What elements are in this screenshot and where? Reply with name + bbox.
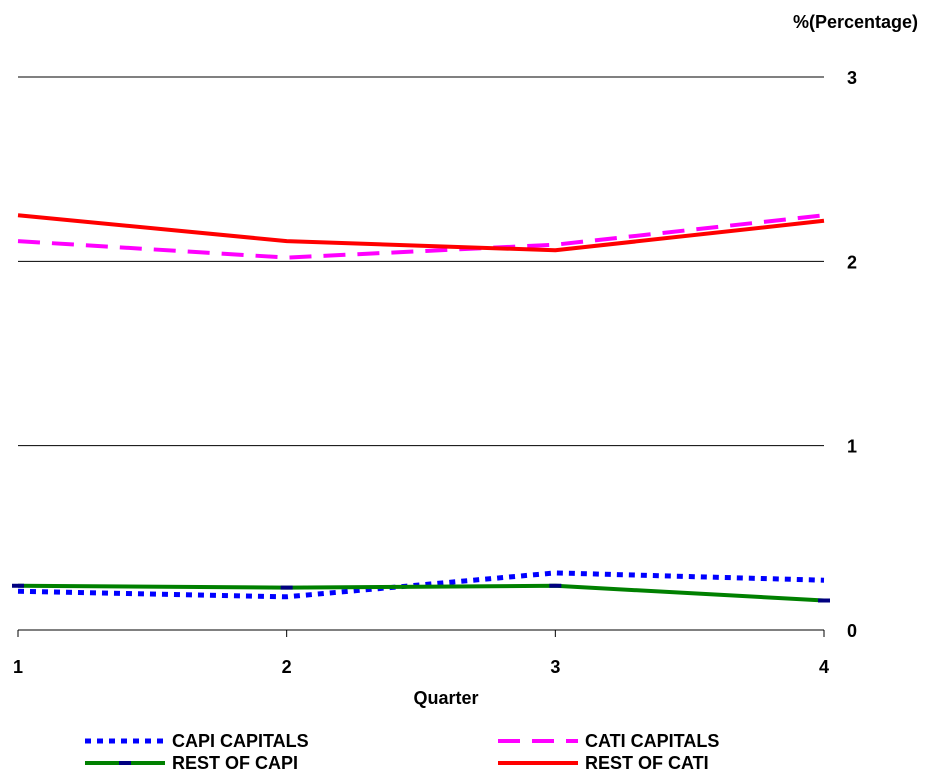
- legend-label-2: REST OF CAPI: [172, 753, 298, 773]
- series-2-marker-3: [818, 598, 830, 603]
- x-axis-title: Quarter: [413, 688, 478, 708]
- x-tick-labels: 1 2 3 4: [13, 657, 829, 677]
- x-ticks: [17, 630, 825, 637]
- gridlines: [18, 76, 824, 447]
- series-2-marker-1: [280, 585, 293, 590]
- series-2-marker-2: [549, 583, 562, 588]
- series-line-2: [17, 583, 825, 603]
- legend-label-3: REST OF CATI: [585, 753, 709, 773]
- legend-label-0: CAPI CAPITALS: [172, 731, 309, 751]
- y-tick-label-3: 3: [847, 68, 857, 88]
- y-tick-label-1: 1: [847, 437, 857, 457]
- series-lines: [12, 213, 830, 603]
- series-line-1: [17, 213, 825, 260]
- x-tick-label-0: 1: [13, 657, 23, 677]
- x-tick-label-2: 3: [550, 657, 560, 677]
- legend-label-1: CATI CAPITALS: [585, 731, 719, 751]
- y-tick-label-0: 0: [847, 621, 857, 641]
- series-line-3: [17, 213, 825, 253]
- series-2-marker-0: [12, 583, 24, 588]
- y-tick-labels: 0 1 2 3: [847, 68, 857, 641]
- x-tick-label-3: 4: [819, 657, 829, 677]
- x-tick-label-1: 2: [282, 657, 292, 677]
- series-line-0: [17, 570, 825, 600]
- unit-label: %(Percentage): [793, 12, 918, 32]
- legend-marker-2: [119, 761, 131, 765]
- legend: CAPI CAPITALS CATI CAPITALS REST OF CAPI RE…: [85, 731, 719, 773]
- y-tick-label-2: 2: [847, 252, 857, 272]
